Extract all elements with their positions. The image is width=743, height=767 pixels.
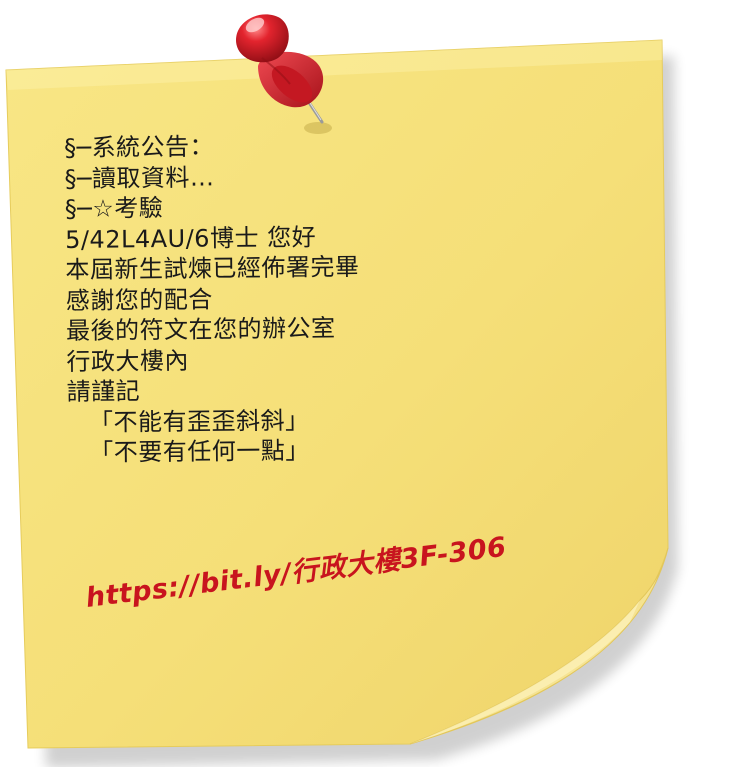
note-line: 感謝您的配合 <box>65 284 213 315</box>
pushpin-icon <box>236 14 324 108</box>
note-curl <box>409 547 669 745</box>
note-line: 最後的符文在您的辦公室 <box>65 314 336 345</box>
note-line: 「不要有任何一點」 <box>89 436 310 467</box>
note-line: 本屆新生試煉已經佈署完畢 <box>65 252 360 284</box>
note-line: 請謹記 <box>66 377 141 406</box>
note-line: 行政大樓內 <box>66 346 190 376</box>
note-line: §─讀取資料… <box>64 162 215 193</box>
note-line: §─☆考驗 <box>64 193 164 223</box>
note-line: §─系統公告： <box>64 132 215 162</box>
note-line: 「不能有歪歪斜斜」 <box>88 405 310 437</box>
note-body: §─系統公告： §─讀取資料… §─☆考驗 5/42L4AU/6博士 您好 本屆… <box>64 130 361 469</box>
note-line: 5/42L4AU/6博士 您好 <box>64 222 317 254</box>
